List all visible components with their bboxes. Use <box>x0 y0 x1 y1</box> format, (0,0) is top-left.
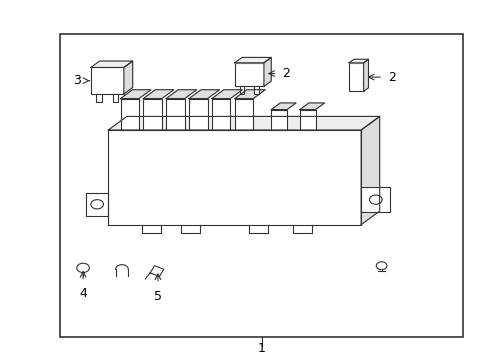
Polygon shape <box>361 187 389 212</box>
Circle shape <box>91 200 103 209</box>
Polygon shape <box>264 57 271 86</box>
Polygon shape <box>91 61 132 67</box>
Polygon shape <box>189 99 207 130</box>
Circle shape <box>375 262 386 270</box>
Polygon shape <box>123 61 132 94</box>
Bar <box>96 94 102 102</box>
Polygon shape <box>166 99 184 130</box>
Polygon shape <box>234 90 264 99</box>
Polygon shape <box>299 103 324 109</box>
Bar <box>234 63 264 86</box>
Bar <box>239 86 244 94</box>
Polygon shape <box>86 193 108 216</box>
Polygon shape <box>143 90 174 99</box>
Circle shape <box>369 195 381 204</box>
Bar <box>254 86 259 94</box>
Bar <box>113 94 118 102</box>
Polygon shape <box>234 99 253 130</box>
Polygon shape <box>189 90 219 99</box>
Polygon shape <box>108 130 361 225</box>
Text: 2: 2 <box>282 67 290 80</box>
Polygon shape <box>120 99 139 130</box>
Circle shape <box>77 263 89 273</box>
Bar <box>91 67 123 94</box>
Polygon shape <box>120 90 151 99</box>
Polygon shape <box>143 99 162 130</box>
Polygon shape <box>348 59 368 63</box>
Polygon shape <box>271 109 286 130</box>
Text: 4: 4 <box>79 287 87 300</box>
Polygon shape <box>234 57 271 63</box>
Bar <box>60 33 462 337</box>
Text: 5: 5 <box>154 290 162 303</box>
Text: 1: 1 <box>257 342 265 355</box>
Polygon shape <box>271 103 295 109</box>
Polygon shape <box>211 99 230 130</box>
Polygon shape <box>361 116 379 225</box>
Text: 3: 3 <box>73 74 81 87</box>
Polygon shape <box>150 266 163 276</box>
Text: 2: 2 <box>387 71 395 84</box>
Polygon shape <box>299 109 315 130</box>
Polygon shape <box>211 90 242 99</box>
Polygon shape <box>108 116 379 130</box>
Polygon shape <box>166 90 196 99</box>
Bar <box>348 63 363 91</box>
Polygon shape <box>363 59 368 91</box>
